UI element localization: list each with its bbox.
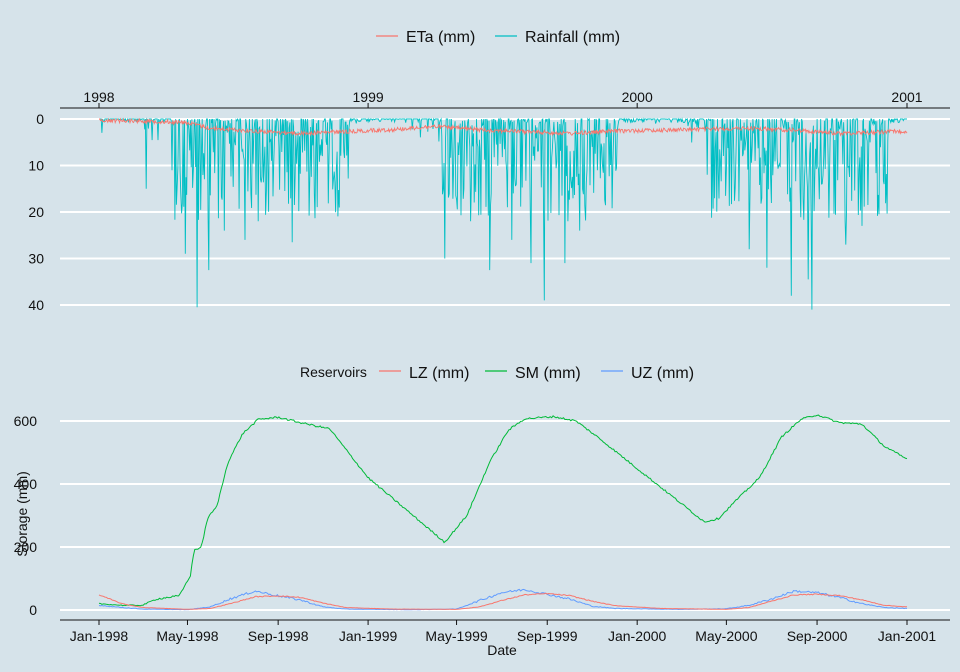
legend-label-sm: SM (mm) (515, 365, 581, 382)
series-line-sm (98, 414, 908, 607)
legend-label-lz: LZ (mm) (409, 365, 469, 382)
top-x-tick-label: 1999 (353, 89, 384, 105)
series-line-uz (98, 588, 908, 611)
bottom-x-tick-label: May-1998 (156, 628, 218, 644)
bottom-gridlines (60, 420, 950, 611)
bottom-x-tick-label: Sep-1998 (248, 628, 309, 644)
x-axis-title: Date (487, 642, 517, 658)
legend-title-reservoirs: Reservoirs (300, 364, 367, 380)
top-panel: 1998 1999 2000 2001 0 10 20 30 40 (28, 89, 950, 313)
bottom-x-tick-label: May-1999 (425, 628, 487, 644)
bottom-x-tick-label: Jan-2000 (608, 628, 667, 644)
bottom-y-tick-label: 0 (29, 602, 37, 618)
legend-label-eta: ETa (mm) (406, 29, 475, 46)
bottom-x-tick-label: May-2000 (695, 628, 757, 644)
top-x-ticks: 1998 1999 2000 2001 (83, 89, 923, 108)
bottom-panel: Jan-1998 May-1998 Sep-1998 Jan-1999 May-1999… (14, 413, 950, 658)
bottom-legend: Reservoirs LZ (mm) SM (mm) UZ (mm) (300, 364, 694, 382)
top-series (99, 117, 908, 310)
bottom-y-tick-label: 200 (14, 539, 38, 555)
bottom-x-tick-label: Jan-1999 (339, 628, 398, 644)
top-y-tick-label: 20 (28, 204, 44, 220)
legend-label-uz: UZ (mm) (631, 365, 694, 382)
bottom-x-tick-label: Jan-2001 (878, 628, 937, 644)
bottom-x-ticks: Jan-1998 May-1998 Sep-1998 Jan-1999 May-1999… (70, 620, 937, 644)
top-y-tick-label: 30 (28, 251, 44, 267)
bottom-series (98, 414, 908, 611)
top-legend: ETa (mm) Rainfall (mm) (376, 29, 620, 46)
bottom-y-tick-label: 600 (14, 413, 38, 429)
bottom-y-tick-label: 400 (14, 476, 38, 492)
bottom-x-tick-label: Sep-2000 (787, 628, 848, 644)
series-line-rainfall (99, 117, 907, 310)
bottom-x-tick-label: Jan-1998 (70, 628, 129, 644)
top-y-tick-label: 10 (28, 158, 44, 174)
top-y-tick-label: 40 (28, 297, 44, 313)
top-y-ticks: 0 10 20 30 40 (28, 111, 44, 313)
series-line-lz (98, 592, 907, 610)
y-axis-title: Storage (mm) (14, 471, 30, 557)
bottom-x-tick-label: Sep-1999 (517, 628, 578, 644)
legend-label-rainfall: Rainfall (mm) (525, 29, 620, 46)
top-x-tick-label: 1998 (83, 89, 114, 105)
top-y-tick-label: 0 (36, 111, 44, 127)
top-x-tick-label: 2000 (622, 89, 653, 105)
top-x-tick-label: 2001 (891, 89, 922, 105)
bottom-y-ticks: 0 200 400 600 (14, 413, 38, 618)
series-line-eta (99, 117, 908, 137)
